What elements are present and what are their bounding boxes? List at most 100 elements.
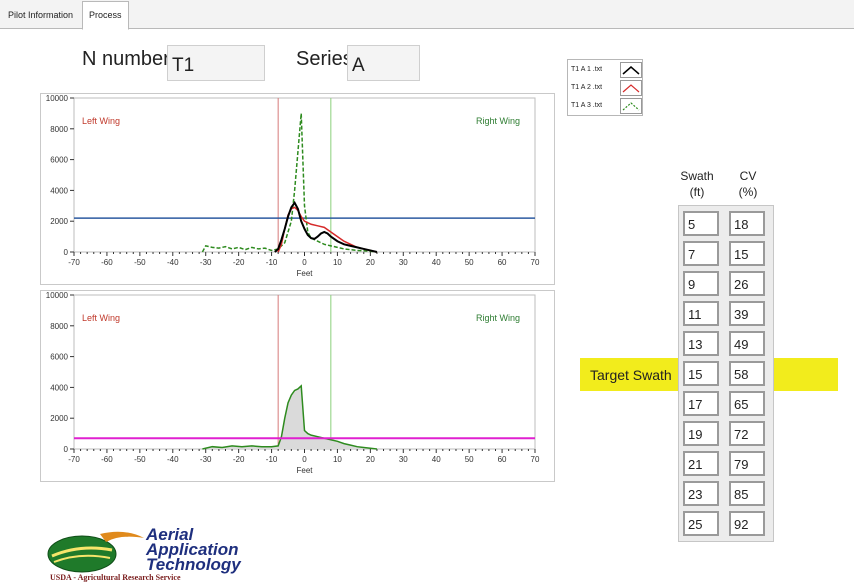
- x-tick-label: -40: [167, 258, 179, 267]
- logo-line-3: Technology: [146, 555, 241, 574]
- swath-cell[interactable]: 25: [683, 511, 719, 536]
- x-tick-label: 30: [399, 455, 408, 464]
- y-tick-label: 8000: [50, 125, 68, 134]
- legend-label-3: T1 A 3 .txt: [571, 102, 603, 109]
- x-tick-label: -70: [68, 258, 80, 267]
- swath-cell[interactable]: 19: [683, 421, 719, 446]
- x-tick-label: -50: [134, 455, 146, 464]
- series-field[interactable]: A: [347, 45, 420, 81]
- y-tick-label: 6000: [50, 156, 68, 165]
- y-tick-label: 0: [64, 445, 69, 454]
- x-tick-label: -30: [200, 455, 212, 464]
- x-tick-label: 40: [432, 258, 441, 267]
- legend-swatch-1[interactable]: [620, 62, 642, 78]
- logo-line-1: Aerial: [146, 525, 194, 544]
- x-tick-label: 10: [333, 455, 342, 464]
- x-tick-label: 60: [498, 455, 507, 464]
- cv-header: CV (%): [728, 168, 768, 200]
- cv-cell[interactable]: 15: [729, 241, 765, 266]
- y-tick-label: 4000: [50, 383, 68, 392]
- x-tick-label: -20: [233, 455, 245, 464]
- cv-cell[interactable]: 58: [729, 361, 765, 386]
- deposition-chart-runs: 0 2000 4000 6000 8000 10000 -70 -60 -50 -40 -30 -20…: [40, 93, 555, 285]
- x-tick-label: 20: [366, 455, 375, 464]
- target-swath-label: Target Swath: [590, 367, 672, 383]
- cv-cell[interactable]: 18: [729, 211, 765, 236]
- series-label: Series: [296, 48, 353, 70]
- swath-cell[interactable]: 9: [683, 271, 719, 296]
- x-tick-label: -70: [68, 455, 80, 464]
- y-tick-label: 10000: [46, 94, 69, 103]
- cv-header-title: CV: [739, 169, 757, 183]
- tab-process[interactable]: Process: [82, 1, 129, 30]
- x-tick-label: -20: [233, 258, 245, 267]
- x-tick-label: 10: [333, 258, 342, 267]
- cv-cell[interactable]: 26: [729, 271, 765, 296]
- x-tick-label: -10: [266, 258, 278, 267]
- n-number-label: N number: [82, 48, 170, 70]
- x-tick-label: 70: [531, 455, 540, 464]
- tab-pilot-information[interactable]: Pilot Information: [8, 10, 74, 20]
- x-tick-label: -50: [134, 258, 146, 267]
- average-line: [202, 384, 378, 450]
- legend-label-2: T1 A 2 .txt: [571, 84, 603, 91]
- cv-cell[interactable]: 65: [729, 391, 765, 416]
- swath-cell[interactable]: 7: [683, 241, 719, 266]
- x-tick-label: -60: [101, 455, 113, 464]
- cv-header-unit: (%): [738, 185, 758, 199]
- legend-item-3: T1 A 3 .txt: [568, 97, 642, 114]
- x-axis-label: Feet: [296, 269, 313, 278]
- swath-cell[interactable]: 5: [683, 211, 719, 236]
- legend-swatch-2[interactable]: [620, 80, 642, 96]
- aat-logo: Aerial Application Technology USDA - Agr…: [40, 524, 260, 582]
- logo-globe-icon: [47, 531, 144, 573]
- x-tick-label: 70: [531, 258, 540, 267]
- left-wing-annotation: Left Wing: [82, 116, 120, 126]
- tab-bar: Pilot Information Process: [0, 0, 854, 30]
- x-tick-label: -40: [167, 455, 179, 464]
- chart-legend: T1 A 1 .txt T1 A 2 .txt T1 A 3 .txt: [567, 59, 643, 116]
- swath-cell[interactable]: 11: [683, 301, 719, 326]
- legend-item-1: T1 A 1 .txt: [568, 61, 642, 78]
- y-tick-label: 4000: [50, 186, 68, 195]
- y-tick-label: 10000: [46, 291, 69, 300]
- left-wing-annotation: Left Wing: [82, 313, 120, 323]
- x-tick-label: 50: [465, 455, 474, 464]
- cv-cell[interactable]: 85: [729, 481, 765, 506]
- n-number-field[interactable]: T1: [167, 45, 265, 81]
- logo-line-2: Application: [146, 540, 239, 559]
- legend-item-2: T1 A 2 .txt: [568, 79, 642, 96]
- swath-cell[interactable]: 21: [683, 451, 719, 476]
- swath-cell[interactable]: 23: [683, 481, 719, 506]
- swath-cell[interactable]: 13: [683, 331, 719, 356]
- cv-cell[interactable]: 79: [729, 451, 765, 476]
- legend-label-1: T1 A 1 .txt: [571, 66, 603, 73]
- x-tick-label: 50: [465, 258, 474, 267]
- cv-cell[interactable]: 49: [729, 331, 765, 356]
- y-tick-label: 6000: [50, 353, 68, 362]
- swath-header: Swath (ft): [677, 168, 717, 200]
- x-tick-label: -60: [101, 258, 113, 267]
- x-tick-label: 30: [399, 258, 408, 267]
- x-tick-label: 0: [302, 455, 307, 464]
- x-tick-label: 60: [498, 258, 507, 267]
- swath-header-title: Swath: [680, 169, 714, 183]
- series-line-3: [201, 113, 378, 253]
- cv-cell[interactable]: 92: [729, 511, 765, 536]
- right-wing-annotation: Right Wing: [476, 116, 520, 126]
- average-area: [202, 385, 377, 449]
- cv-cell[interactable]: 72: [729, 421, 765, 446]
- plot-area: [73, 97, 536, 253]
- y-tick-label: 8000: [50, 322, 68, 331]
- legend-swatch-3[interactable]: [620, 98, 642, 114]
- x-tick-label: -30: [200, 258, 212, 267]
- y-tick-label: 2000: [50, 217, 68, 226]
- series-line-1: [274, 200, 378, 253]
- swath-cell[interactable]: 17: [683, 391, 719, 416]
- cv-cell[interactable]: 39: [729, 301, 765, 326]
- x-tick-label: 40: [432, 455, 441, 464]
- logo-subtitle: USDA - Agricultural Research Service: [50, 573, 181, 582]
- y-tick-label: 0: [64, 248, 69, 257]
- swath-cell[interactable]: 15: [683, 361, 719, 386]
- right-wing-annotation: Right Wing: [476, 313, 520, 323]
